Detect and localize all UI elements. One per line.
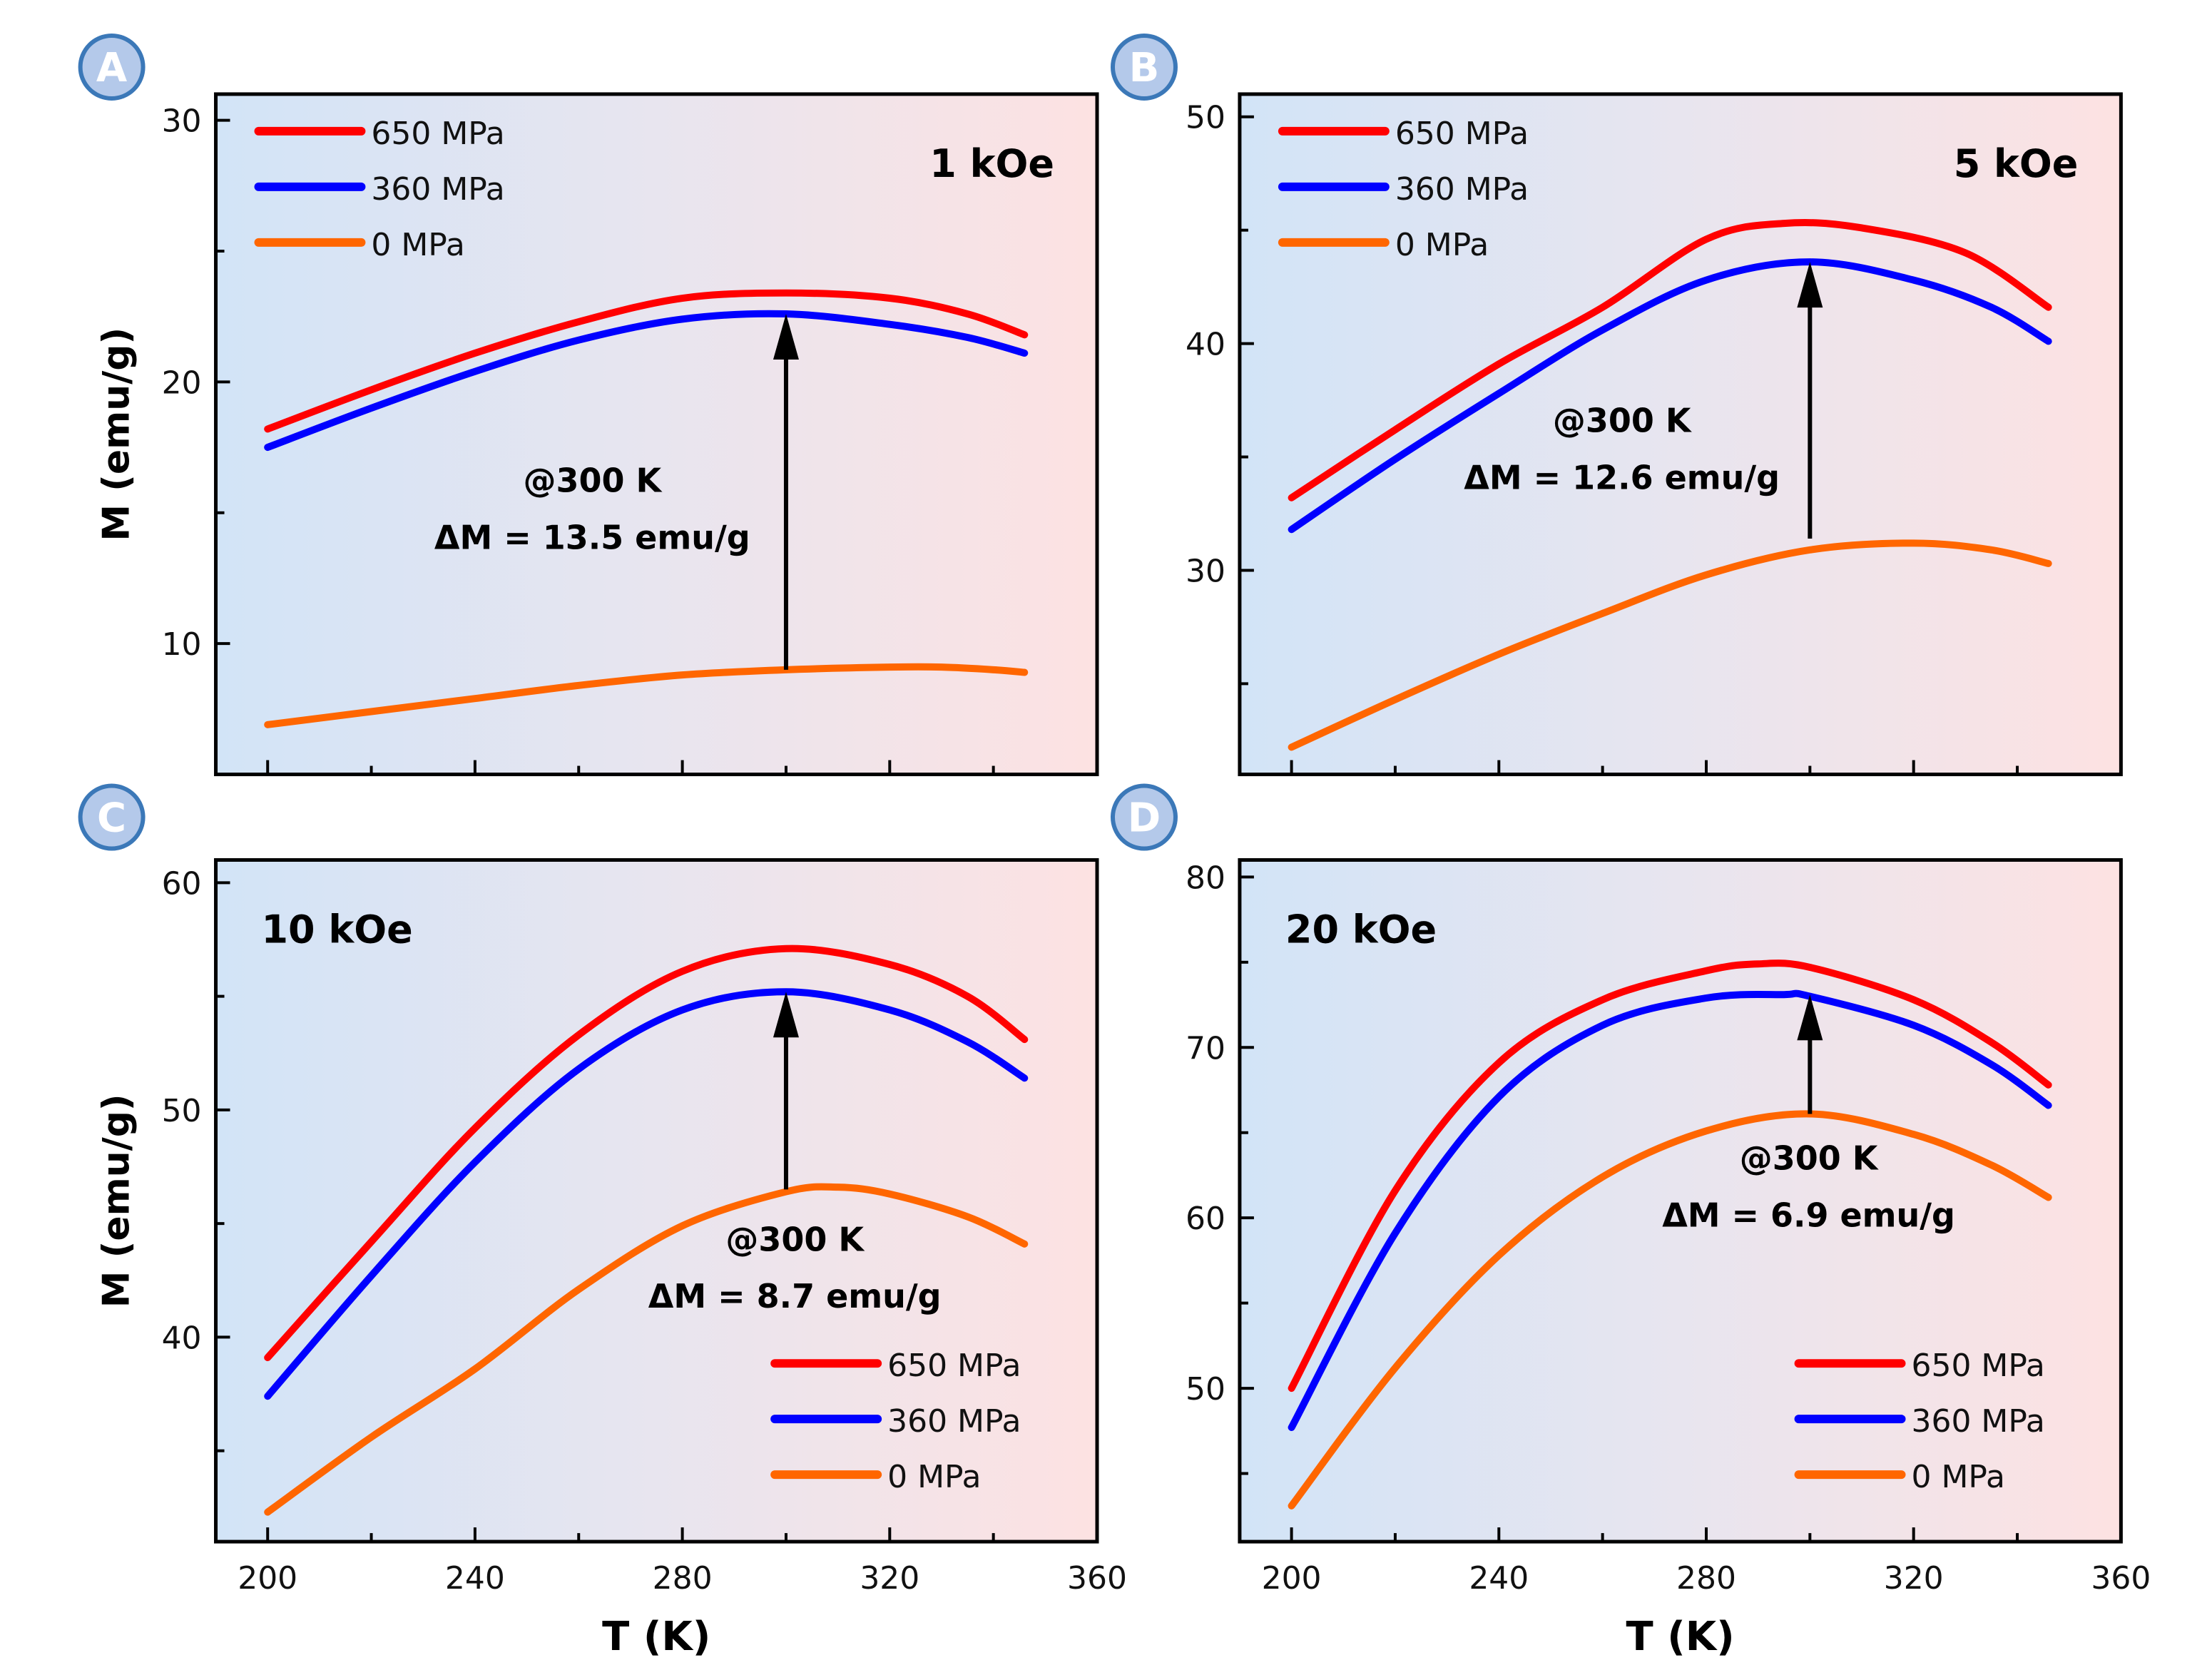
y-tick-label: 50 <box>162 1093 202 1129</box>
y-tick-label: 30 <box>162 103 202 140</box>
annotation-temperature: @300 K <box>524 462 663 500</box>
x-axis-label: T (K) <box>1626 1614 1735 1660</box>
series-line-360-mpa <box>264 988 1029 1400</box>
legend: 650 MPa 360 MPa 0 MPa <box>1794 1348 2045 1495</box>
legend-label: 650 MPa <box>371 116 504 152</box>
plot-frame <box>1238 857 2123 1544</box>
panel-badge <box>1110 33 1178 101</box>
x-tick-label: 360 <box>2091 1560 2151 1597</box>
x-tick-label: 320 <box>860 1560 919 1597</box>
panel-b: B 30 40 50 @300 K ΔM = 12.6 emu/g 5 kOe 650 MPa… <box>1110 33 2123 777</box>
annotation-delta-m: ΔM = 12.6 emu/g <box>1464 459 1780 497</box>
x-tick-label: 360 <box>1067 1560 1127 1597</box>
legend: 650 MPa 360 MPa 0 MPa <box>1278 116 1529 263</box>
y-tick-label: 50 <box>1186 1371 1225 1407</box>
y-tick-label: 30 <box>1186 553 1225 589</box>
x-tick-label: 240 <box>1469 1560 1529 1597</box>
y-tick-label: 60 <box>1186 1201 1225 1237</box>
plot-background <box>215 93 1098 775</box>
legend-label: 0 MPa <box>1395 227 1489 263</box>
y-tick-label: 10 <box>162 626 202 663</box>
panel-label: B <box>1129 45 1160 91</box>
x-tick-label: 200 <box>1262 1560 1322 1597</box>
series-line-0-mpa <box>1288 1110 2052 1510</box>
x-tick-label: 280 <box>653 1560 713 1597</box>
series-line-650-mpa <box>1288 219 2052 502</box>
y-tick-label: 60 <box>162 865 202 902</box>
legend-label: 650 MPa <box>1912 1348 2045 1384</box>
series-line-650-mpa <box>264 945 1029 1362</box>
legend-label: 0 MPa <box>371 227 464 263</box>
plot-frame <box>1238 92 2123 777</box>
series-line-360-mpa <box>1288 258 2052 534</box>
y-tick-label: 70 <box>1186 1030 1225 1066</box>
annotation-delta-m: ΔM = 13.5 emu/g <box>434 519 750 557</box>
series-line-0-mpa <box>264 663 1029 728</box>
series-line-0-mpa <box>264 1183 1029 1516</box>
series-line-650-mpa <box>1288 959 2052 1393</box>
y-tick-label: 40 <box>162 1320 202 1356</box>
series-line-0-mpa <box>1288 539 2052 751</box>
y-tick-label: 50 <box>1186 100 1225 136</box>
legend-label: 0 MPa <box>1912 1459 2005 1495</box>
panel-c: C 200 240 280 320 360 40 50 60 @300 K ΔM = 8.7 emu… <box>78 783 1127 1660</box>
y-axis-label: M (emu/g) <box>96 1094 138 1308</box>
panel-label: D <box>1128 795 1161 842</box>
series-line-650-mpa <box>264 289 1029 433</box>
x-axis-label: T (K) <box>602 1614 710 1660</box>
legend-label: 360 MPa <box>1395 171 1529 208</box>
panel-label: A <box>96 45 128 91</box>
plot-frame <box>214 92 1099 777</box>
annotation-temperature: @300 K <box>1553 402 1693 440</box>
legend: 650 MPa 360 MPa 0 MPa <box>254 116 505 263</box>
y-tick-label: 20 <box>162 365 202 401</box>
legend-label: 360 MPa <box>371 171 504 208</box>
panel-badge <box>78 33 146 101</box>
legend-label: 650 MPa <box>887 1348 1021 1384</box>
series-line-360-mpa <box>1288 989 2052 1432</box>
legend-label: 360 MPa <box>887 1403 1021 1440</box>
x-tick-label: 280 <box>1676 1560 1736 1597</box>
panel-badge <box>78 783 146 851</box>
panel-badge <box>1110 783 1178 851</box>
y-tick-label: 40 <box>1186 327 1225 363</box>
annotation-delta-m: ΔM = 6.9 emu/g <box>1662 1196 1955 1234</box>
annotation-temperature: @300 K <box>1740 1139 1880 1177</box>
field-label: 20 kOe <box>1285 907 1437 952</box>
y-tick-label: 80 <box>1186 860 1225 896</box>
y-axis-label: M (emu/g) <box>96 327 138 541</box>
legend-label: 650 MPa <box>1395 116 1529 152</box>
field-label: 5 kOe <box>1954 141 2079 186</box>
delta-arrow-head <box>773 314 799 360</box>
legend-label: 0 MPa <box>887 1459 981 1495</box>
annotation-temperature: @300 K <box>725 1220 865 1258</box>
series-line-360-mpa <box>264 310 1029 452</box>
field-label: 1 kOe <box>929 141 1054 186</box>
delta-arrow-head <box>1797 262 1823 308</box>
field-label: 10 kOe <box>262 907 413 952</box>
annotation-delta-m: ΔM = 8.7 emu/g <box>648 1277 942 1315</box>
plot-frame <box>214 857 1099 1544</box>
legend: 650 MPa 360 MPa 0 MPa <box>770 1348 1021 1495</box>
delta-arrow-head <box>1797 994 1823 1041</box>
x-tick-label: 200 <box>238 1560 297 1597</box>
legend-label: 360 MPa <box>1912 1403 2045 1440</box>
x-tick-label: 240 <box>445 1560 505 1597</box>
panel-label: C <box>97 795 126 842</box>
x-tick-label: 320 <box>1884 1560 1944 1597</box>
panel-d: D 200 240 280 320 360 50 60 70 80 @300 K ΔM = 6.9 e… <box>1110 783 2151 1660</box>
delta-arrow-head <box>773 992 799 1038</box>
panel-a: A 10 20 30 @300 K ΔM = 13.5 emu/g 1 kOe 650 MPa… <box>78 33 1099 777</box>
plot-background <box>215 860 1098 1542</box>
